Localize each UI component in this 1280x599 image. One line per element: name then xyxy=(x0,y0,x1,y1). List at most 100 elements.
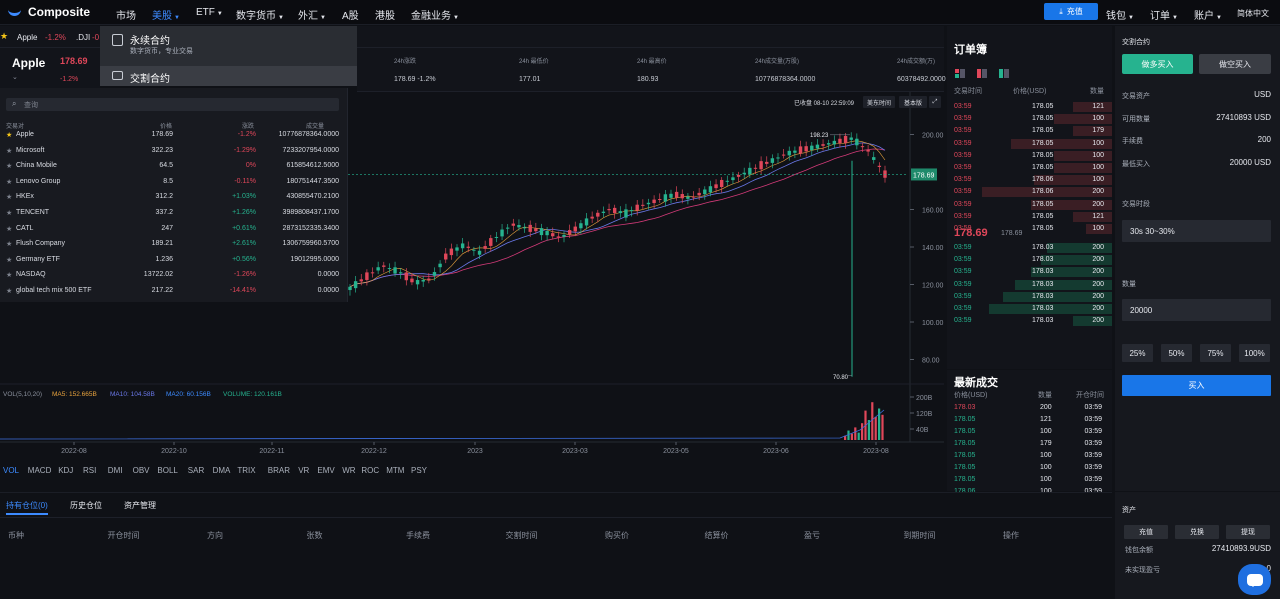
star-icon[interactable]: ★ xyxy=(6,288,13,295)
indicator-tab-psy[interactable]: PSY xyxy=(411,466,428,475)
watchlist-row[interactable]: ★ China Mobile 64.5 0% 615854612.5000 xyxy=(0,160,348,175)
fullscreen-icon[interactable]: ⤢ xyxy=(929,96,941,108)
brand-logo[interactable]: Composite xyxy=(8,5,90,19)
ticker-name[interactable]: Apple xyxy=(17,33,38,42)
star-icon[interactable]: ★ xyxy=(6,241,13,249)
indicator-tab-rsi[interactable]: RSI xyxy=(83,466,97,475)
nav-finance[interactable]: 金融业务 ▼ xyxy=(411,7,459,22)
bid-row[interactable]: 03:59 178.03 200 xyxy=(947,266,1112,278)
star-icon[interactable]: ★ xyxy=(6,132,13,139)
long-buy-button[interactable]: 做多买入 xyxy=(1122,54,1193,74)
bid-row[interactable]: 03:59 178.03 200 xyxy=(947,254,1112,266)
indicator-tab-vr[interactable]: VR xyxy=(298,466,310,475)
indicator-tab-dma[interactable]: DMA xyxy=(212,466,231,475)
ask-row[interactable]: 03:59 178.05 100 xyxy=(947,223,1112,235)
pct-25-button[interactable]: 25% xyxy=(1122,344,1153,362)
ask-row[interactable]: 03:59 178.05 200 xyxy=(947,199,1112,211)
watchlist-row[interactable]: ★ Microsoft 322.23 -1.29% 7233207954.0000 xyxy=(0,145,348,160)
exchange-button[interactable]: 兑换 xyxy=(1175,525,1219,539)
indicator-tab-boll[interactable]: BOLL xyxy=(157,466,178,475)
nav-crypto[interactable]: 数字货币 ▼ xyxy=(236,7,284,22)
nav-wallet[interactable]: 钱包 ▼ xyxy=(1106,7,1134,22)
ask-row[interactable]: 03:59 178.05 121 xyxy=(947,211,1112,223)
pct-100-button[interactable]: 100% xyxy=(1239,344,1270,362)
watchlist-row[interactable]: ★ Lenovo Group 8.5 -0.11% 180751447.3500 xyxy=(0,176,348,191)
watchlist-row[interactable]: ★ Germany ETF 1.236 +0.56% 19012995.0000 xyxy=(0,254,348,269)
watchlist-row[interactable]: ★ TENCENT 337.2 +1.26% 3989808437.1700 xyxy=(0,207,348,222)
ask-row[interactable]: 03:59 178.06 100 xyxy=(947,174,1112,186)
indicator-tab-brar[interactable]: BRAR xyxy=(267,466,291,475)
ask-row[interactable]: 03:59 178.05 121 xyxy=(947,101,1112,113)
chat-support-button[interactable] xyxy=(1238,564,1271,595)
language-switcher[interactable]: 简体中文 xyxy=(1237,9,1269,18)
star-icon[interactable]: ★ xyxy=(6,178,13,186)
indicator-tab-obv[interactable]: OBV xyxy=(132,466,150,475)
book-layout-bids-icon[interactable] xyxy=(999,69,1009,79)
star-icon[interactable]: ★ xyxy=(6,210,13,217)
chevron-down-icon[interactable]: ⌄ xyxy=(12,74,18,81)
symbol-name[interactable]: Apple xyxy=(12,56,46,70)
pct-50-button[interactable]: 50% xyxy=(1161,344,1192,362)
star-icon[interactable]: ★ xyxy=(0,31,9,41)
short-buy-button[interactable]: 做空买入 xyxy=(1199,54,1271,74)
bid-row[interactable]: 03:59 178.03 200 xyxy=(947,315,1112,327)
indicator-tab-kdj[interactable]: KDJ xyxy=(58,466,74,475)
watchlist-row[interactable]: ★ NASDAQ 13722.02 -1.26% 0.0000 xyxy=(0,269,348,284)
pct-75-button[interactable]: 75% xyxy=(1200,344,1231,362)
nav-hk-stocks[interactable]: 港股 xyxy=(375,11,395,22)
nav-account[interactable]: 账户 ▼ xyxy=(1194,7,1222,22)
indicator-tab-mtm[interactable]: MTM xyxy=(386,466,405,475)
book-layout-asks-icon[interactable] xyxy=(977,69,987,79)
indicator-tab-dmi[interactable]: DMI xyxy=(107,466,123,475)
withdraw-button[interactable]: 提现 xyxy=(1226,525,1270,539)
ask-row[interactable]: 03:59 178.05 100 xyxy=(947,150,1112,162)
ticker-name[interactable]: .DJI xyxy=(76,33,91,42)
nav-orders[interactable]: 订单 ▼ xyxy=(1150,7,1178,22)
ask-row[interactable]: 03:59 178.05 100 xyxy=(947,162,1112,174)
star-icon[interactable]: ★ xyxy=(6,272,13,280)
candlestick-chart-svg[interactable]: 80.00 100.00 120.00 140.00 160.00 200.00 198.2… xyxy=(0,92,944,462)
indicator-tab-vol[interactable]: VOL xyxy=(3,466,20,475)
indicator-tab-roc[interactable]: ROC xyxy=(361,466,380,475)
star-icon[interactable]: ★ xyxy=(6,256,13,264)
tab-asset-management[interactable]: 资产管理 xyxy=(124,501,156,510)
search-input[interactable]: ⌕ 查询 xyxy=(6,98,339,111)
star-icon[interactable]: ★ xyxy=(6,147,13,155)
ask-row[interactable]: 03:59 178.06 200 xyxy=(947,186,1112,198)
buy-button[interactable]: 买入 xyxy=(1122,375,1271,396)
watchlist-row[interactable]: ★ Flush Company 189.21 +2.61% 1306759960.570… xyxy=(0,238,348,253)
tab-position-history[interactable]: 历史仓位 xyxy=(70,501,102,510)
nav-forex[interactable]: 外汇 ▼ xyxy=(298,7,326,22)
watchlist-row[interactable]: ★ CATL 247 +0.61% 2873152335.3400 xyxy=(0,223,348,238)
bid-row[interactable]: 03:59 178.03 200 xyxy=(947,279,1112,291)
period-select[interactable]: 30s 30~30% xyxy=(1122,220,1271,242)
book-layout-both-icon[interactable] xyxy=(955,69,965,79)
ask-row[interactable]: 03:59 178.05 100 xyxy=(947,138,1112,150)
nav-a-shares[interactable]: A股 xyxy=(342,11,359,22)
menu-item-delivery[interactable]: 交割合约 xyxy=(100,66,357,86)
timezone-button[interactable]: 美东时间 xyxy=(863,96,895,108)
basic-mode-button[interactable]: 基本版 xyxy=(899,96,927,108)
star-icon[interactable]: ★ xyxy=(6,225,13,233)
ask-row[interactable]: 03:59 178.05 100 xyxy=(947,113,1112,125)
watchlist-row[interactable]: ★ Apple 178.69 -1.2% 10776878364.0000 xyxy=(0,129,348,144)
quantity-input[interactable]: 20000 xyxy=(1122,299,1271,321)
indicator-tab-trix[interactable]: TRIX xyxy=(237,466,256,475)
indicator-tab-wr[interactable]: WR xyxy=(342,466,356,475)
ask-row[interactable]: 03:59 178.05 179 xyxy=(947,125,1112,137)
recharge-button[interactable]: ⤓ 充值 xyxy=(1044,3,1098,20)
nav-us-stocks[interactable]: 美股 ▼ xyxy=(152,7,180,22)
deposit-button[interactable]: 充值 xyxy=(1124,525,1168,539)
bid-row[interactable]: 03:59 178.03 200 xyxy=(947,242,1112,254)
watchlist-row[interactable]: ★ global tech mix 500 ETF 217.22 -14.41% 0.0… xyxy=(0,285,348,300)
star-icon[interactable]: ★ xyxy=(6,194,13,202)
nav-market[interactable]: 市场 xyxy=(116,11,136,22)
star-icon[interactable]: ★ xyxy=(6,163,13,171)
indicator-tab-sar[interactable]: SAR xyxy=(187,466,205,475)
bid-row[interactable]: 03:59 178.03 200 xyxy=(947,291,1112,303)
bid-row[interactable]: 03:59 178.03 200 xyxy=(947,303,1112,315)
menu-item-perpetual[interactable]: 永续合约 数字货币，专业交易 xyxy=(100,26,357,56)
indicator-tab-emv[interactable]: EMV xyxy=(317,466,335,475)
tab-open-positions[interactable]: 持有仓位(0) xyxy=(6,501,48,510)
watchlist-row[interactable]: ★ HKEx 312.2 +1.03% 430855470.2100 xyxy=(0,191,348,206)
